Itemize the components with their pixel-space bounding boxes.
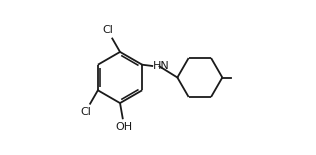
- Text: OH: OH: [115, 122, 132, 132]
- Text: Cl: Cl: [102, 25, 113, 35]
- Text: HN: HN: [153, 61, 170, 71]
- Text: Cl: Cl: [80, 107, 91, 117]
